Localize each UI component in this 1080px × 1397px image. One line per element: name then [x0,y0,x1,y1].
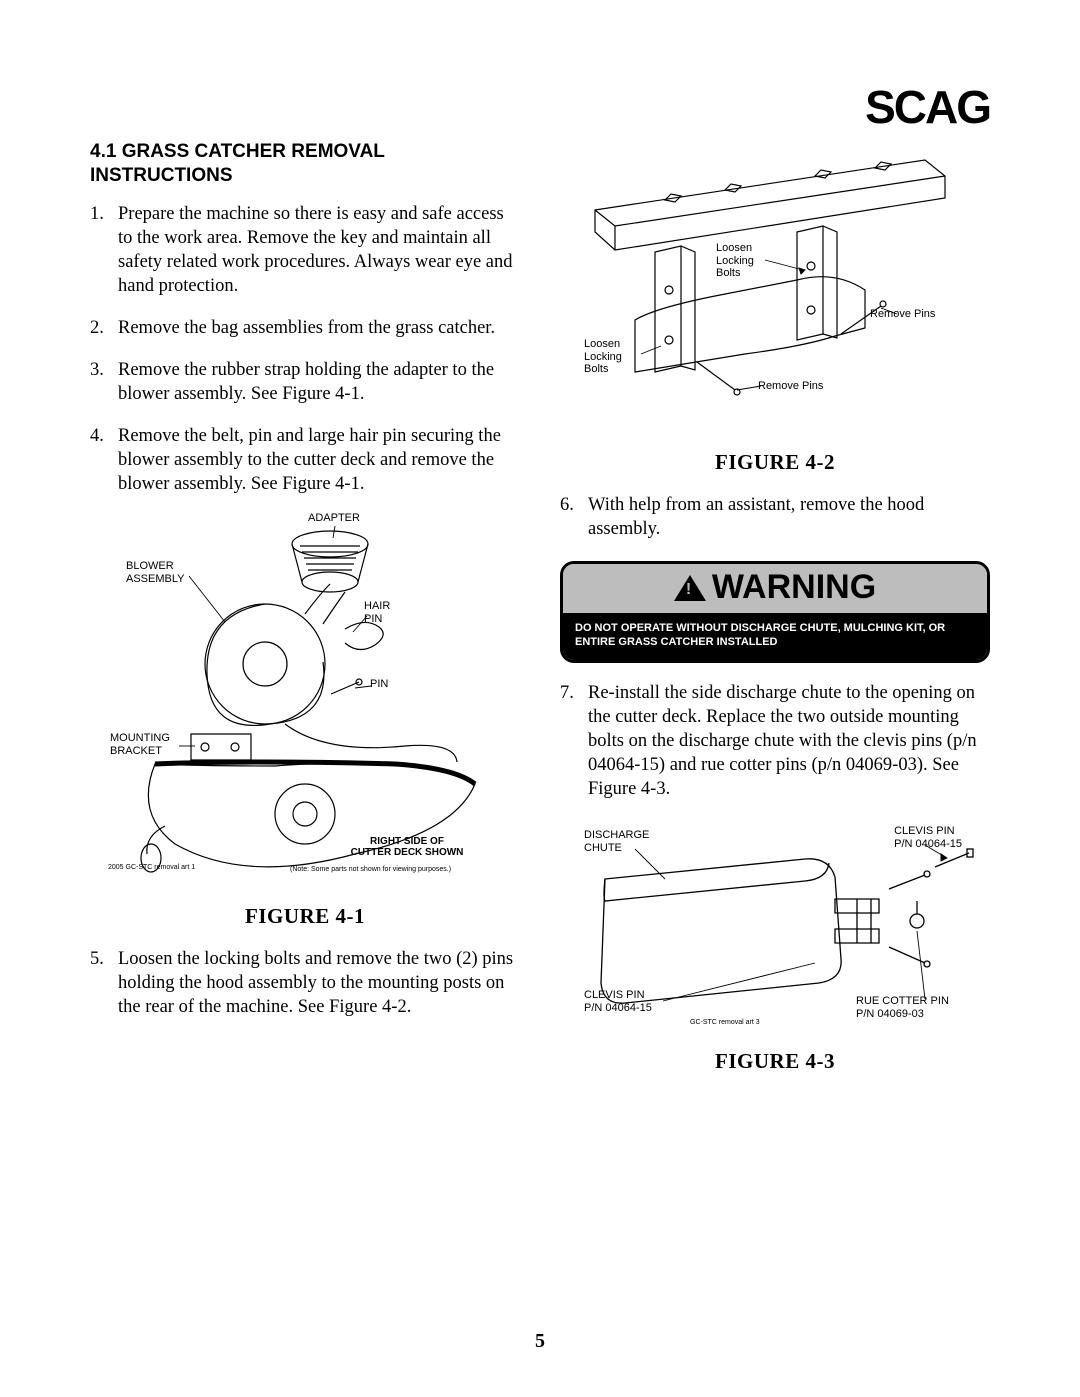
step-item: 7. Re-install the side discharge chute t… [560,681,990,801]
two-column-layout: 4.1 GRASS CATCHER REMOVAL INSTRUCTIONS 1… [90,140,990,1092]
step-item: 6. With help from an assistant, remove t… [560,493,990,541]
step-item: 4. Remove the belt, pin and large hair p… [90,424,520,496]
steps-list-left-after: 5. Loosen the locking bolts and remove t… [90,947,520,1019]
step-number: 4. [90,424,118,496]
figure-4-3-diagram: DISCHARGE CHUTE CLEVIS PIN P/N 04064-15 … [560,819,990,1039]
step-text: With help from an assistant, remove the … [588,493,990,541]
step-item: 2. Remove the bag assemblies from the gr… [90,316,520,340]
step-text: Remove the belt, pin and large hair pin … [118,424,520,496]
label-art-note-1: 2005 GC-STC removal art 1 [108,864,195,871]
steps-list-right-after: 7. Re-install the side discharge chute t… [560,681,990,801]
label-clevis-pin-bottom: CLEVIS PIN P/N 04064-15 [584,989,652,1014]
step-number: 2. [90,316,118,340]
step-number: 7. [560,681,588,801]
step-item: 1. Prepare the machine so there is easy … [90,202,520,298]
figure-4-1-caption: FIGURE 4-1 [90,904,520,929]
label-mounting-bracket: MOUNTING BRACKET [110,732,170,757]
label-rue-cotter-pin: RUE COTTER PIN P/N 04069-03 [856,995,949,1020]
steps-list-left: 1. Prepare the machine so there is easy … [90,202,520,496]
figure-4-3-caption: FIGURE 4-3 [560,1049,990,1074]
section-heading: 4.1 GRASS CATCHER REMOVAL INSTRUCTIONS [90,140,520,188]
section-title: GRASS CATCHER REMOVAL INSTRUCTIONS [90,141,385,186]
label-remove-pins-bottom: Remove Pins [758,380,823,393]
label-hair-pin: HAIR PIN [364,600,390,625]
steps-list-right-mid: 6. With help from an assistant, remove t… [560,493,990,541]
label-blower-assembly: BLOWER ASSEMBLY [126,560,185,585]
step-number: 1. [90,202,118,298]
step-text: Remove the rubber strap holding the adap… [118,358,520,406]
label-pin: PIN [370,678,388,691]
brand-logo: SCAG [865,80,990,134]
warning-body-text: DO NOT OPERATE WITHOUT DISCHARGE CHUTE, … [563,613,987,660]
label-discharge-chute: DISCHARGE CHUTE [584,829,649,854]
warning-box: WARNING DO NOT OPERATE WITHOUT DISCHARGE… [560,561,990,663]
label-parts-note: (Note: Some parts not shown for viewing … [290,866,451,873]
label-loosen-bolts-bottom: Loosen Locking Bolts [584,338,622,376]
warning-header: WARNING [563,564,987,613]
label-adapter: ADAPTER [308,512,360,525]
label-remove-pins-top: Remove Pins [870,308,935,321]
section-number: 4.1 [90,141,116,162]
step-text: Re-install the side discharge chute to t… [588,681,990,801]
step-text: Remove the bag assemblies from the grass… [118,316,520,340]
left-column: 4.1 GRASS CATCHER REMOVAL INSTRUCTIONS 1… [90,140,520,1092]
figure-4-1-diagram: ADAPTER BLOWER ASSEMBLY HAIR PIN PIN MOU… [90,514,520,894]
page-number: 5 [0,1330,1080,1353]
step-number: 3. [90,358,118,406]
step-item: 3. Remove the rubber strap holding the a… [90,358,520,406]
label-clevis-pin-top: CLEVIS PIN P/N 04064-15 [894,825,962,850]
figure-4-2-diagram: Loosen Locking Bolts Loosen Locking Bolt… [560,140,990,440]
step-item: 5. Loosen the locking bolts and remove t… [90,947,520,1019]
label-right-side: RIGHT SIDE OF CUTTER DECK SHOWN [332,836,482,858]
step-text: Prepare the machine so there is easy and… [118,202,520,298]
warning-title: WARNING [712,568,876,607]
label-art-note-3: GC-STC removal art 3 [690,1019,760,1026]
warning-triangle-icon [674,575,706,601]
label-loosen-bolts-top: Loosen Locking Bolts [716,242,754,280]
right-column: Loosen Locking Bolts Loosen Locking Bolt… [560,140,990,1092]
step-number: 6. [560,493,588,541]
step-text: Loosen the locking bolts and remove the … [118,947,520,1019]
figure-4-2-caption: FIGURE 4-2 [560,450,990,475]
step-number: 5. [90,947,118,1019]
